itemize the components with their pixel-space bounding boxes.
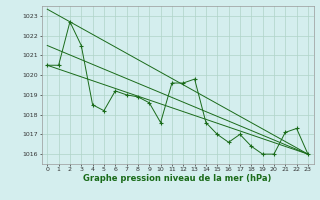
X-axis label: Graphe pression niveau de la mer (hPa): Graphe pression niveau de la mer (hPa) [84, 174, 272, 183]
